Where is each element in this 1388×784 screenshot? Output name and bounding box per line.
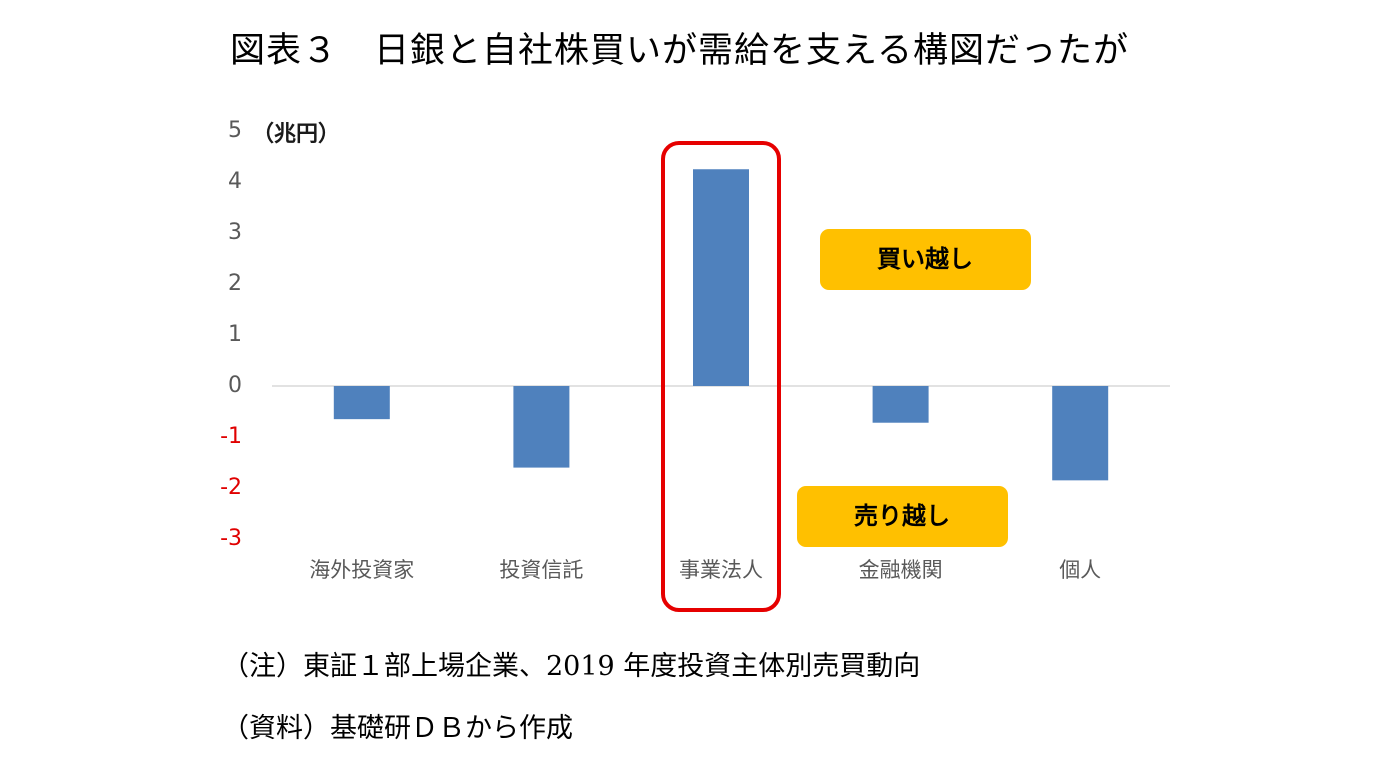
x-tick-label: 金融機関 <box>859 558 943 582</box>
y-axis-unit-label: （兆円） <box>252 122 340 147</box>
y-tick-label: 0 <box>228 373 242 398</box>
x-axis-labels: 海外投資家 投資信託 事業法人 金融機関 個人 <box>309 558 1101 582</box>
y-tick-label: 2 <box>228 271 242 296</box>
x-tick-label: 事業法人 <box>679 558 763 582</box>
sell-annotation-text: 売り越し <box>854 502 950 530</box>
sell-annotation: 売り越し <box>797 486 1008 547</box>
bar <box>513 386 569 468</box>
bar <box>693 169 749 386</box>
y-tick-label: 1 <box>228 322 242 347</box>
y-tick-label: -3 <box>220 526 242 551</box>
bar <box>1052 386 1108 480</box>
bar <box>334 386 390 419</box>
bar <box>873 386 929 423</box>
bars-group <box>334 169 1108 480</box>
y-tick-label: 4 <box>228 169 242 194</box>
x-tick-label: 個人 <box>1059 558 1101 582</box>
buy-annotation-text: 買い越し <box>877 245 973 273</box>
y-tick-label: 5 <box>228 118 242 143</box>
y-axis-ticks: 5 4 3 2 1 0 -1 -2 -3 <box>220 118 242 551</box>
y-tick-label: -1 <box>220 424 242 449</box>
buy-annotation: 買い越し <box>820 229 1031 290</box>
x-tick-label: 投資信託 <box>499 558 583 582</box>
chart-note: （注）東証１部上場企業、2019 年度投資主体別売買動向 <box>222 644 920 683</box>
y-tick-label: 3 <box>228 220 242 245</box>
chart-source: （資料）基礎研ＤＢから作成 <box>222 706 573 745</box>
x-tick-label: 海外投資家 <box>309 558 414 582</box>
y-tick-label: -2 <box>220 475 242 500</box>
